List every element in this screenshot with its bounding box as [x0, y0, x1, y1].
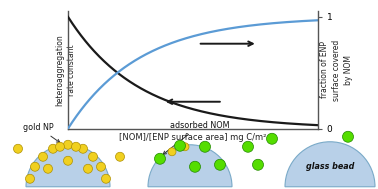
Circle shape — [84, 164, 93, 173]
Circle shape — [96, 162, 105, 171]
Circle shape — [189, 161, 200, 172]
Y-axis label: fraction of ENP
surface covered
by NOM: fraction of ENP surface covered by NOM — [320, 39, 353, 101]
Text: [NOM]/[ENP surface area] mg C/m²: [NOM]/[ENP surface area] mg C/m² — [119, 133, 266, 142]
Text: gold NP: gold NP — [23, 123, 60, 143]
Circle shape — [116, 152, 124, 161]
Circle shape — [31, 162, 39, 171]
Circle shape — [342, 131, 353, 142]
Circle shape — [168, 148, 176, 156]
Wedge shape — [26, 145, 110, 187]
Text: adsorbed NOM: adsorbed NOM — [163, 121, 230, 154]
Circle shape — [181, 143, 189, 151]
Circle shape — [48, 144, 57, 153]
Circle shape — [39, 152, 48, 161]
Circle shape — [25, 174, 34, 183]
Circle shape — [266, 133, 277, 144]
Circle shape — [79, 144, 87, 153]
Circle shape — [243, 141, 254, 152]
Circle shape — [175, 140, 186, 151]
Circle shape — [253, 159, 263, 170]
Circle shape — [56, 142, 65, 151]
Circle shape — [102, 174, 110, 183]
Circle shape — [43, 164, 53, 173]
Circle shape — [14, 144, 23, 153]
Wedge shape — [148, 145, 232, 187]
Circle shape — [214, 159, 226, 170]
Circle shape — [64, 140, 73, 149]
Circle shape — [64, 156, 73, 165]
Circle shape — [200, 141, 211, 152]
Circle shape — [88, 152, 98, 161]
Y-axis label: heteroaggregation
rate constant: heteroaggregation rate constant — [55, 34, 76, 106]
Text: glass bead: glass bead — [306, 162, 354, 171]
Circle shape — [155, 153, 166, 164]
Circle shape — [71, 142, 81, 151]
Wedge shape — [285, 142, 375, 187]
